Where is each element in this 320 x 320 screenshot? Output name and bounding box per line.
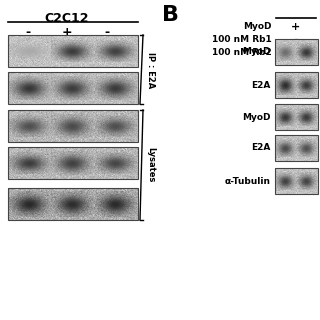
Text: 100 nM Rb2: 100 nM Rb2 <box>212 48 272 57</box>
Text: MyoD: MyoD <box>244 22 272 31</box>
Text: E2A: E2A <box>252 81 271 90</box>
Text: -: - <box>25 26 31 39</box>
Bar <box>275 39 318 65</box>
Text: α-Tubulin: α-Tubulin <box>225 177 271 186</box>
Text: E2A: E2A <box>252 143 271 153</box>
Bar <box>275 168 318 194</box>
Bar <box>8 147 138 179</box>
Text: C2C12: C2C12 <box>45 12 89 25</box>
Text: -: - <box>104 26 109 39</box>
Text: IP : E2A: IP : E2A <box>147 52 156 88</box>
Text: -: - <box>64 39 69 52</box>
Text: +: + <box>102 39 112 52</box>
Bar <box>8 188 138 220</box>
Bar <box>275 72 318 98</box>
Bar <box>275 104 318 130</box>
Text: -: - <box>294 48 298 58</box>
Text: B: B <box>162 5 179 25</box>
Bar <box>8 72 138 104</box>
Text: +: + <box>62 26 72 39</box>
Text: Lysates: Lysates <box>147 147 156 183</box>
Bar <box>8 110 138 142</box>
Text: MyoD: MyoD <box>243 113 271 122</box>
Text: -: - <box>294 35 298 45</box>
Text: 100 nM Rb1: 100 nM Rb1 <box>212 35 272 44</box>
Text: +: + <box>292 22 300 32</box>
Text: -: - <box>25 39 31 52</box>
Text: MyoD: MyoD <box>243 47 271 57</box>
Bar <box>275 135 318 161</box>
Bar <box>8 35 138 67</box>
